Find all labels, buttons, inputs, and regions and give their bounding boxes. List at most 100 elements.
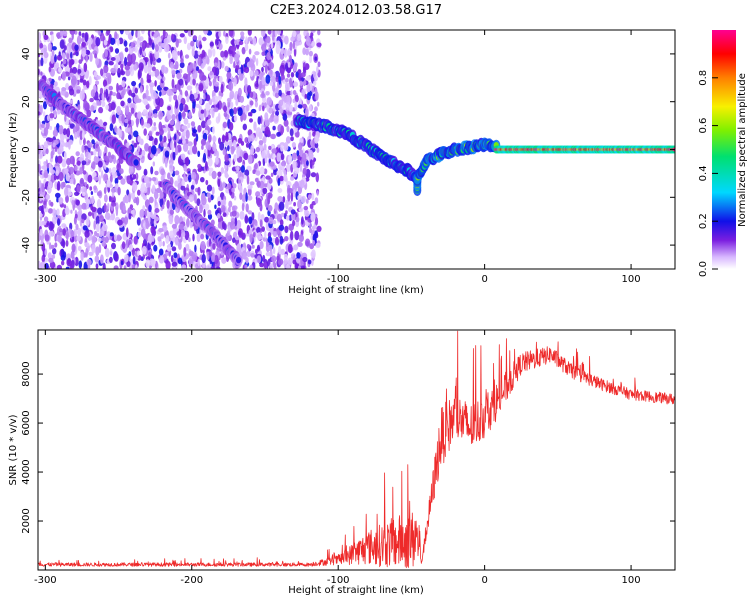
noise-speckle: [196, 233, 201, 243]
noise-speckle: [43, 51, 49, 59]
noise-speckle: [189, 93, 195, 102]
noise-speckle: [229, 101, 234, 109]
noise-speckle: [310, 32, 314, 37]
noise-speckle: [239, 192, 243, 200]
noise-speckle: [221, 257, 227, 264]
noise-speckle: [73, 234, 78, 242]
noise-speckle: [208, 167, 214, 172]
noise-speckle: [181, 264, 187, 269]
noise-speckle: [191, 48, 195, 57]
noise-speckle: [185, 156, 190, 167]
noise-speckle: [116, 234, 121, 242]
noise-speckle: [50, 244, 55, 250]
colorbar-label: Normalized spectral amplitude: [737, 73, 748, 227]
noise-speckle: [283, 169, 287, 176]
noise-speckle: [264, 126, 270, 135]
noise-speckle: [236, 219, 242, 230]
noise-speckle: [302, 62, 306, 67]
noise-speckle: [309, 243, 314, 250]
noise-speckle: [264, 112, 269, 121]
noise-speckle: [251, 212, 255, 221]
noise-speckle: [61, 87, 67, 96]
noise-speckle: [88, 152, 92, 161]
noise-speckle: [247, 187, 252, 196]
noise-speckle: [176, 121, 181, 131]
noise-speckle: [38, 205, 44, 211]
noise-speckle: [280, 144, 284, 152]
noise-speckle: [163, 141, 168, 148]
noise-speckle: [106, 30, 111, 34]
noise-speckle: [213, 107, 219, 113]
noise-speckle: [256, 227, 261, 234]
noise-speckle: [127, 97, 132, 104]
noise-speckle: [128, 244, 134, 251]
noise-speckle: [174, 170, 180, 176]
noise-speckle: [206, 56, 210, 65]
noise-speckle: [73, 58, 78, 65]
noise-speckle: [213, 262, 216, 269]
noise-speckle: [190, 40, 195, 47]
noise-speckle: [127, 112, 133, 117]
noise-speckle: [188, 111, 192, 120]
noise-speckle: [132, 174, 137, 180]
noise-speckle: [154, 93, 159, 99]
noise-speckle: [153, 122, 156, 127]
noise-speckle: [40, 104, 43, 113]
noise-speckle: [141, 41, 146, 52]
noise-speckle: [278, 75, 282, 85]
noise-speckle: [137, 250, 140, 257]
noise-speckle: [101, 241, 107, 247]
noise-speckle: [200, 138, 207, 146]
noise-speckle: [310, 172, 317, 178]
noise-speckle: [182, 139, 186, 145]
noise-speckle: [220, 50, 225, 58]
noise-speckle: [265, 91, 270, 96]
snr-panel: -300 -200 -100 0 100 2000 4000 6000 8000 Height …: [8, 329, 676, 596]
noise-speckle: [310, 212, 316, 222]
noise-speckle: [245, 142, 250, 148]
noise-speckle: [282, 92, 285, 98]
noise-speckle: [303, 205, 309, 211]
noise-speckle: [46, 114, 51, 122]
noise-speckle: [74, 131, 78, 140]
noise-speckle: [239, 185, 243, 195]
noise-speckle: [79, 130, 83, 141]
noise-speckle: [105, 247, 110, 258]
noise-speckle: [154, 208, 160, 213]
noise-speckle: [183, 171, 186, 182]
noise-speckle: [58, 197, 64, 205]
noise-speckle: [38, 163, 41, 173]
noise-speckle: [91, 139, 95, 145]
noise-speckle: [65, 194, 69, 203]
noise-speckle: [66, 128, 71, 138]
noise-speckle: [202, 89, 207, 94]
noise-speckle: [171, 142, 175, 152]
noise-speckle: [140, 118, 144, 126]
noise-speckle: [233, 154, 237, 162]
noise-speckle: [178, 78, 184, 86]
noise-speckle: [284, 236, 289, 242]
noise-speckle: [38, 111, 41, 116]
noise-speckle: [146, 72, 151, 83]
noise-speckle: [288, 187, 293, 194]
noise-speckle: [282, 196, 286, 203]
noise-speckle: [41, 184, 45, 193]
noise-speckle: [180, 58, 184, 64]
noise-speckle: [126, 61, 132, 67]
noise-speckle: [135, 30, 138, 38]
noise-speckle: [58, 76, 62, 81]
noise-speckle: [296, 150, 300, 157]
noise-speckle: [149, 52, 153, 61]
noise-speckle: [265, 175, 271, 180]
noise-speckle: [96, 198, 102, 209]
noise-speckle: [223, 50, 229, 58]
noise-speckle: [38, 199, 44, 204]
noise-speckle: [51, 46, 57, 51]
noise-speckle: [142, 109, 147, 115]
noise-speckle: [49, 230, 54, 237]
noise-speckle: [279, 235, 284, 245]
noise-speckle: [47, 208, 54, 214]
noise-speckle: [99, 215, 104, 223]
noise-speckle: [50, 34, 55, 42]
